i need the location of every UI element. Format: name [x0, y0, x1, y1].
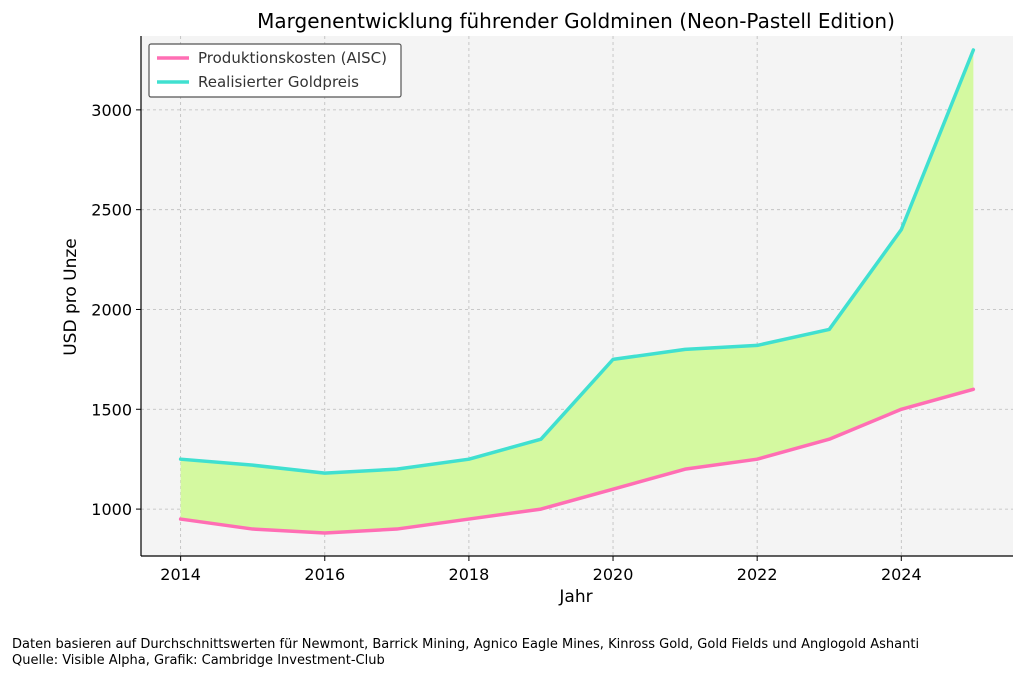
series-line-0: [178, 387, 976, 535]
y-tick-label: 2000: [91, 300, 132, 319]
x-axis-ticks: 2014 2016 2018 2020 2022 2024: [160, 556, 922, 584]
legend: Produktionskosten (AISC) Realisierter Go…: [148, 43, 402, 98]
footnote-source: Quelle: Visible Alpha, Grafik: Cambridge…: [12, 653, 385, 668]
chart-title: Margenentwicklung führender Goldminen (N…: [257, 9, 895, 33]
y-tick-label: 3000: [91, 101, 132, 120]
legend-entry: Produktionskosten (AISC): [198, 49, 387, 67]
y-axis-label: USD pro Unze: [61, 238, 81, 356]
x-tick-label: 2024: [881, 565, 922, 584]
x-tick-label: 2018: [449, 565, 490, 584]
x-axis-label: Jahr: [558, 587, 592, 607]
axes: [140, 36, 1013, 557]
x-tick-label: 2020: [593, 565, 634, 584]
y-tick-label: 2500: [91, 201, 132, 220]
margin-fill-area: [180, 49, 974, 534]
x-tick-label: 2016: [304, 565, 345, 584]
footnote-data-basis: Daten basieren auf Durchschnittswerten f…: [12, 637, 920, 652]
y-tick-label: 1500: [91, 400, 132, 419]
legend-box: [148, 43, 402, 98]
series-line-1: [178, 48, 976, 475]
y-tick-label: 1000: [91, 500, 132, 519]
x-tick-label: 2022: [737, 565, 778, 584]
x-tick-label: 2014: [160, 565, 201, 584]
legend-entry: Realisierter Goldpreis: [198, 73, 359, 91]
series-lines: [178, 48, 976, 535]
y-axis-ticks: 1000 1500 2000 2500 3000: [91, 101, 141, 519]
chart: Margenentwicklung führender Goldminen (N…: [61, 9, 1013, 607]
